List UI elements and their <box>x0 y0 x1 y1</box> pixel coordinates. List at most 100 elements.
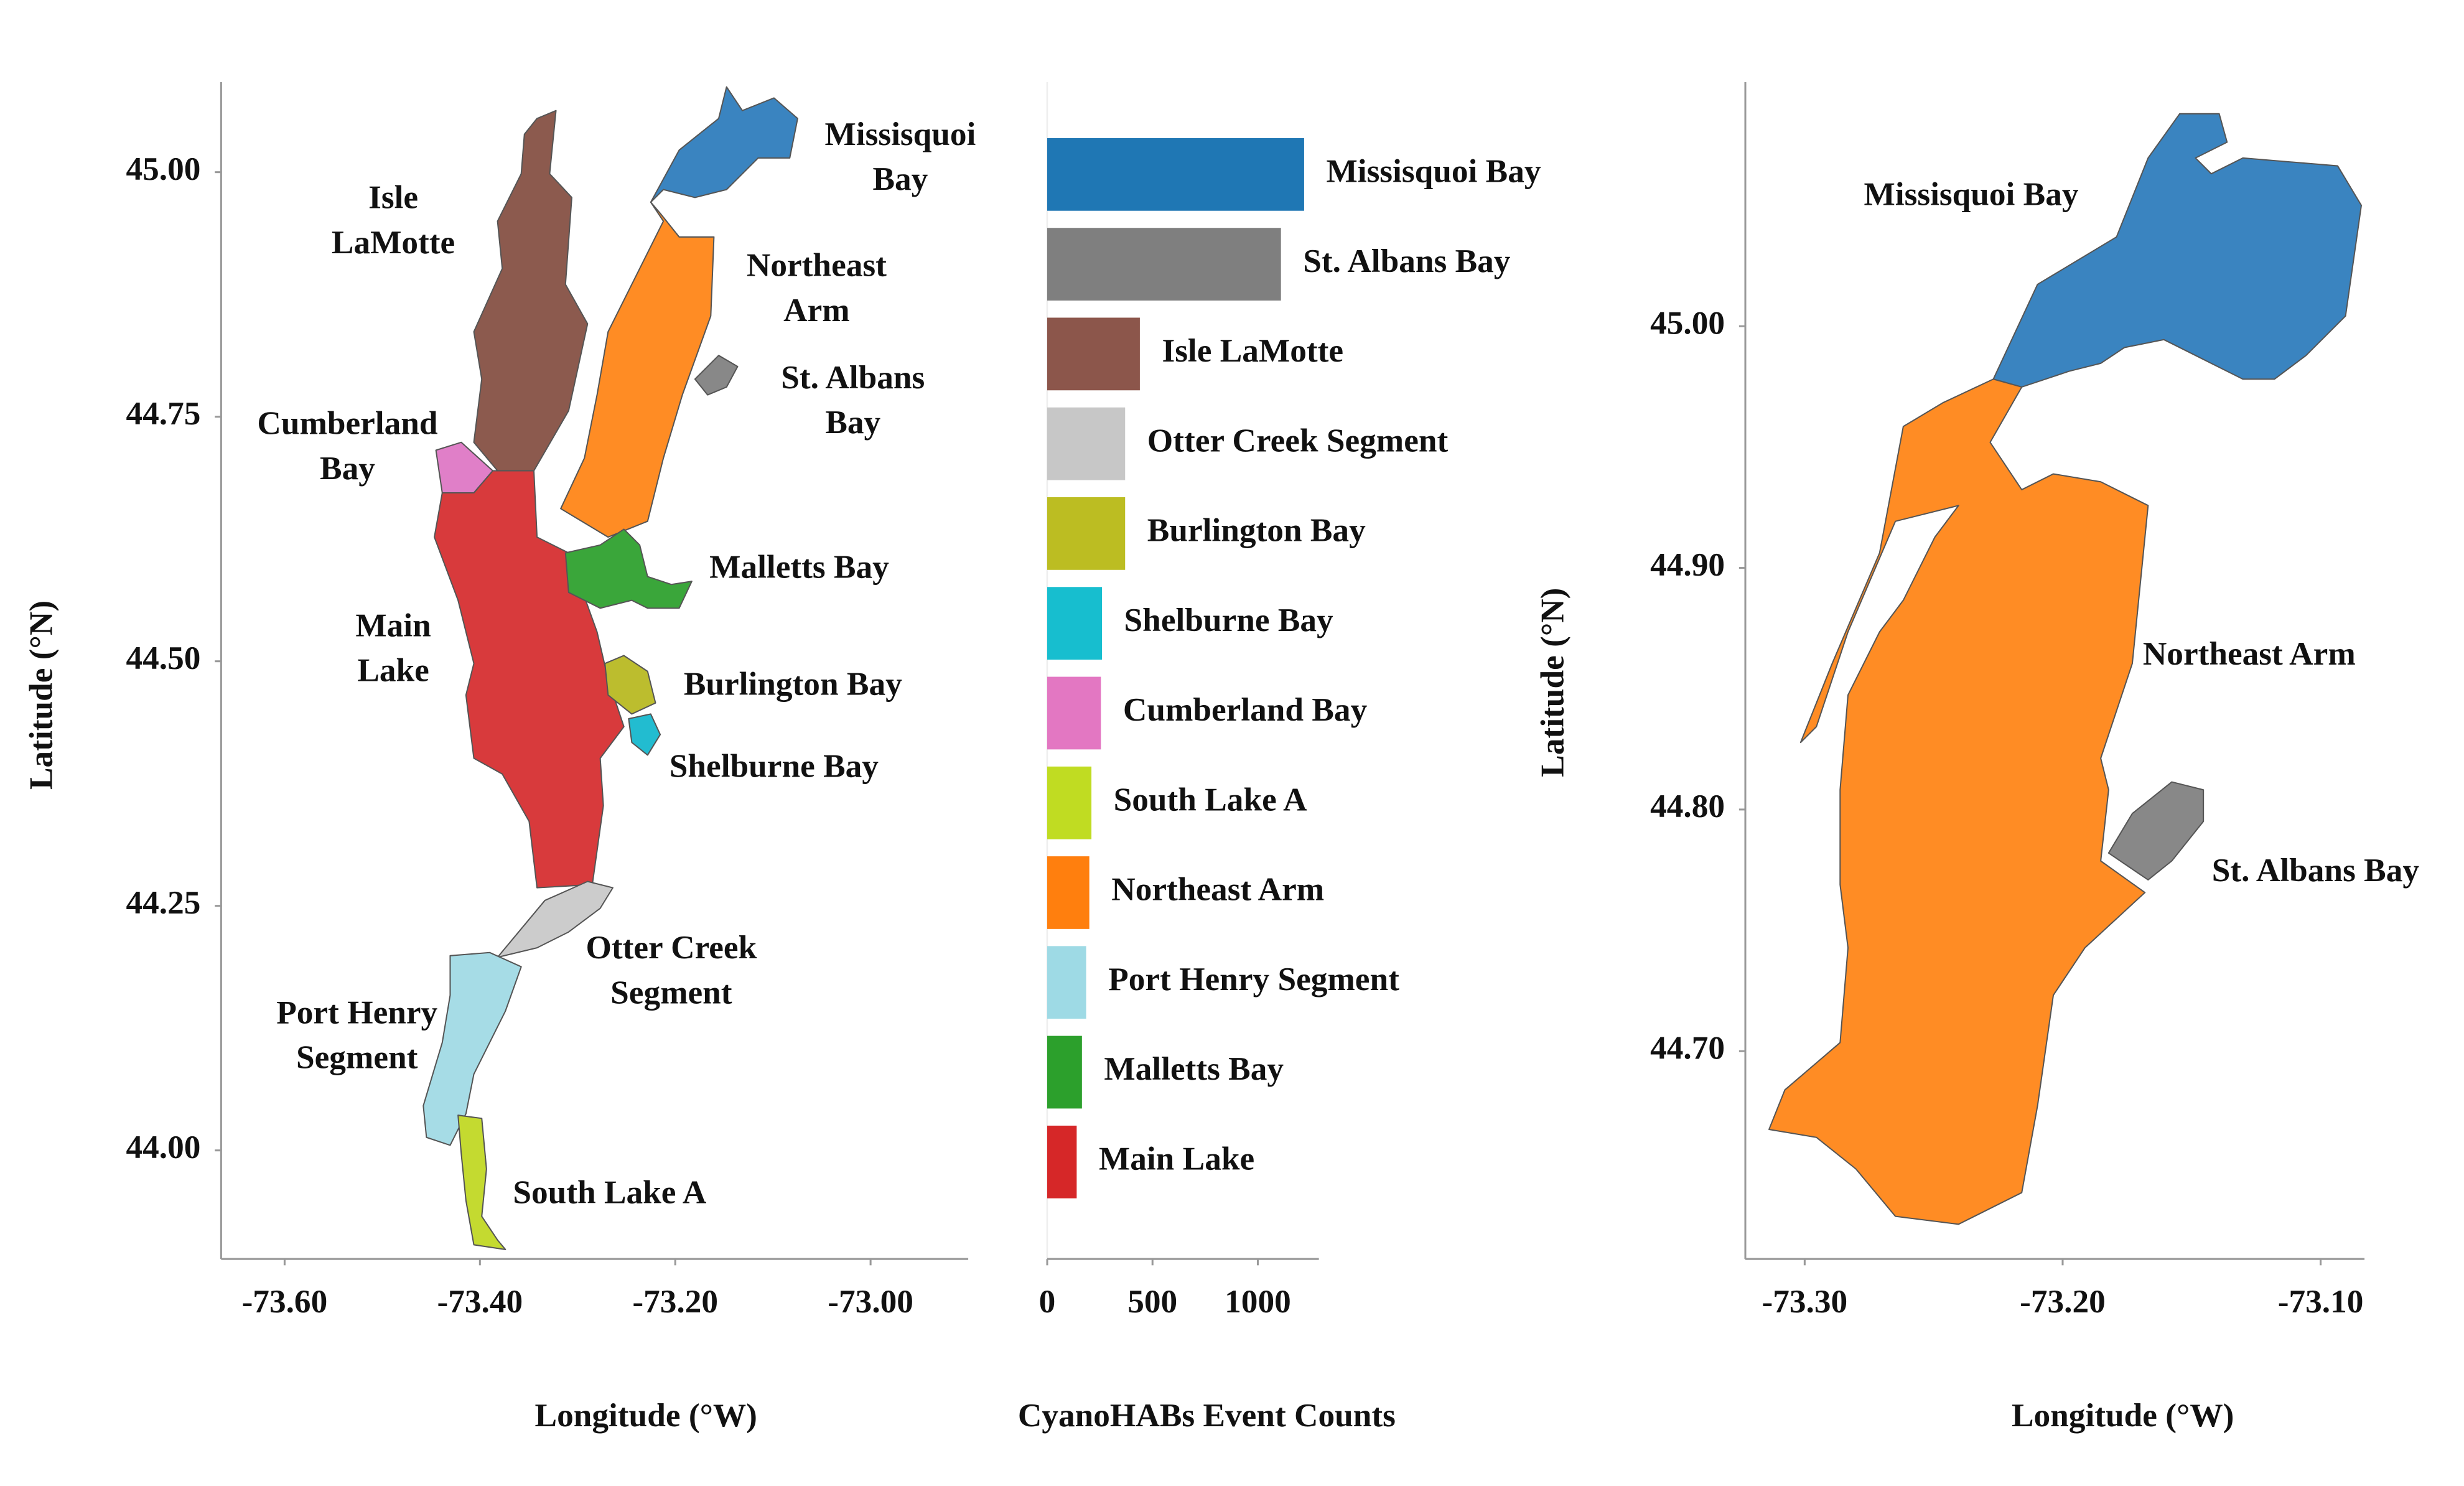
y-tick-label: 44.75 <box>126 395 200 432</box>
lake-region <box>564 528 693 609</box>
region-label: Northeast Arm <box>2143 635 2356 672</box>
region-label-line: St. Albans Bay <box>2212 852 2420 889</box>
lake-region <box>1768 378 2149 1225</box>
lake-region <box>422 951 522 1146</box>
y-tick-label: 44.80 <box>1650 788 1725 825</box>
region-label-line: Bay <box>320 450 375 487</box>
region-label: Northeast Arm <box>747 247 887 329</box>
region-label-line: Port Henry <box>276 994 437 1030</box>
region-label: Missisquoi Bay <box>824 116 976 197</box>
bar <box>1047 676 1101 750</box>
bar-category-label: Port Henry Segment <box>1108 961 1399 998</box>
region-label-line: Northeast <box>747 247 887 284</box>
x-tick-label: 500 <box>1127 1283 1177 1320</box>
region-label: Malletts Bay <box>709 549 889 586</box>
x-axis-title: Longitude (°W) <box>535 1397 757 1434</box>
x-axis-title: CyanoHABs Event Counts <box>1018 1397 1396 1434</box>
bar <box>1047 1125 1077 1199</box>
y-tick-label: 44.25 <box>126 884 200 921</box>
region-label: Main Lake <box>355 607 431 689</box>
bar <box>1047 317 1140 391</box>
bar-category-label: Northeast Arm <box>1111 871 1324 908</box>
region-label: St. Albans Bay <box>2212 852 2420 889</box>
bar-category-label: Shelburne Bay <box>1124 602 1334 638</box>
y-tick-label: 45.00 <box>1650 304 1725 341</box>
region-label-line: Missisquoi Bay <box>1864 176 2078 213</box>
lake-region <box>457 1114 506 1250</box>
bar <box>1047 766 1092 839</box>
x-tick-label: 0 <box>1039 1283 1056 1320</box>
bar-category-label: Cumberland Bay <box>1123 691 1368 728</box>
lake-region <box>560 201 715 538</box>
region-label-line: Otter Creek <box>586 929 757 966</box>
region-label-line: Shelburne Bay <box>670 747 879 784</box>
y-tick-label: 44.00 <box>126 1129 200 1166</box>
region-label-line: Segment <box>296 1039 418 1076</box>
region-label: Port Henry Segment <box>276 994 437 1075</box>
region-label-line: Bay <box>872 161 928 197</box>
lake-region <box>497 881 614 958</box>
x-axis-title: Longitude (°W) <box>2012 1397 2234 1434</box>
bar <box>1047 407 1126 480</box>
region-label-line: South Lake A <box>513 1174 707 1211</box>
region-label: St. Albans Bay <box>781 359 925 441</box>
x-tick-label: -73.20 <box>632 1283 718 1320</box>
x-tick-label: -73.00 <box>828 1283 913 1320</box>
region-label-line: Isle <box>368 179 418 216</box>
lake-region <box>473 110 589 472</box>
x-tick-label: -73.40 <box>437 1283 523 1320</box>
bar <box>1047 587 1102 660</box>
region-label-line: LaMotte <box>332 224 455 261</box>
lake-region <box>434 470 625 889</box>
x-tick-label: -73.60 <box>242 1283 328 1320</box>
region-label-line: Lake <box>357 652 429 689</box>
bar-category-label: Main Lake <box>1099 1141 1254 1177</box>
bar <box>1047 946 1086 1019</box>
lake-region <box>628 713 661 756</box>
region-label-line: Cumberland <box>257 405 438 442</box>
lake-region <box>694 355 739 396</box>
region-label-line: Main <box>355 607 431 644</box>
y-axis-title: Latitude (°N) <box>1534 588 1571 777</box>
region-label-line: Arm <box>783 292 850 329</box>
bar <box>1047 138 1304 211</box>
x-tick-label: -73.30 <box>1762 1283 1848 1320</box>
bar-category-label: Missisquoi Bay <box>1326 153 1541 190</box>
region-label-line: Burlington Bay <box>684 665 902 702</box>
y-tick-label: 44.50 <box>126 640 200 676</box>
bar-category-label: Isle LaMotte <box>1162 332 1343 369</box>
region-label: Shelburne Bay <box>670 747 879 784</box>
bar <box>1047 1035 1082 1109</box>
region-label-line: Bay <box>825 404 880 441</box>
region-label-line: St. Albans <box>781 359 925 396</box>
region-label-line: Northeast Arm <box>2143 635 2356 672</box>
bar-category-label: St. Albans Bay <box>1303 243 1511 279</box>
lake-region <box>650 86 798 203</box>
bar <box>1047 856 1090 929</box>
region-label: Burlington Bay <box>684 665 902 702</box>
region-label: Otter Creek Segment <box>586 929 757 1011</box>
y-tick-label: 44.70 <box>1650 1029 1725 1066</box>
lake-region <box>2107 781 2205 881</box>
region-label: Cumberland Bay <box>257 405 438 487</box>
y-tick-label: 44.90 <box>1650 546 1725 583</box>
x-tick-label: -73.20 <box>2020 1283 2106 1320</box>
region-label-line: Missisquoi <box>824 116 976 152</box>
lake-region <box>604 655 656 715</box>
region-label-line: Malletts Bay <box>709 549 889 586</box>
region-label: Isle LaMotte <box>332 179 455 261</box>
bar <box>1047 228 1281 301</box>
x-tick-label: -73.10 <box>2278 1283 2364 1320</box>
x-tick-label: 1000 <box>1225 1283 1291 1320</box>
y-tick-label: 45.00 <box>126 151 200 187</box>
region-label: Missisquoi Bay <box>1864 176 2078 213</box>
bar-category-label: Burlington Bay <box>1147 512 1366 549</box>
y-axis-title: Latitude (°N) <box>22 600 59 790</box>
bar <box>1047 497 1126 570</box>
bar-category-label: Malletts Bay <box>1104 1050 1284 1087</box>
bar-category-label: South Lake A <box>1114 781 1308 818</box>
region-label: South Lake A <box>513 1174 707 1211</box>
bar-category-label: Otter Creek Segment <box>1147 422 1449 459</box>
